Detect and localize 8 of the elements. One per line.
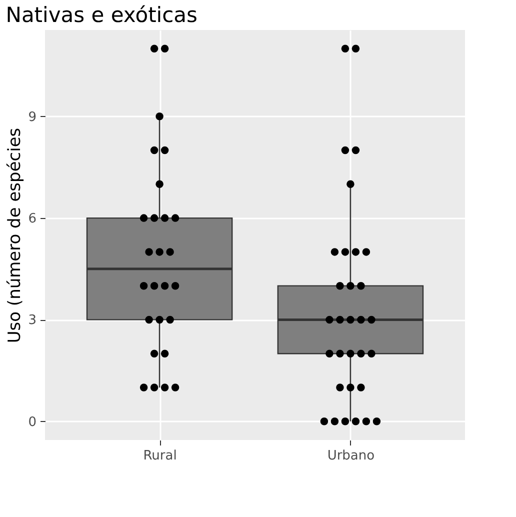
y-axis-title: Uso (número de espécies <box>5 128 26 344</box>
x-tick-label: Rural <box>143 448 177 464</box>
chart-title: Nativas e exóticas <box>6 3 198 27</box>
y-tick-label: 6 <box>28 212 36 227</box>
x-tick-label: Urbano <box>327 448 375 464</box>
y-tick-label: 3 <box>28 313 36 328</box>
y-tick-label: 0 <box>28 414 36 430</box>
y-tick-label: 9 <box>28 110 36 125</box>
